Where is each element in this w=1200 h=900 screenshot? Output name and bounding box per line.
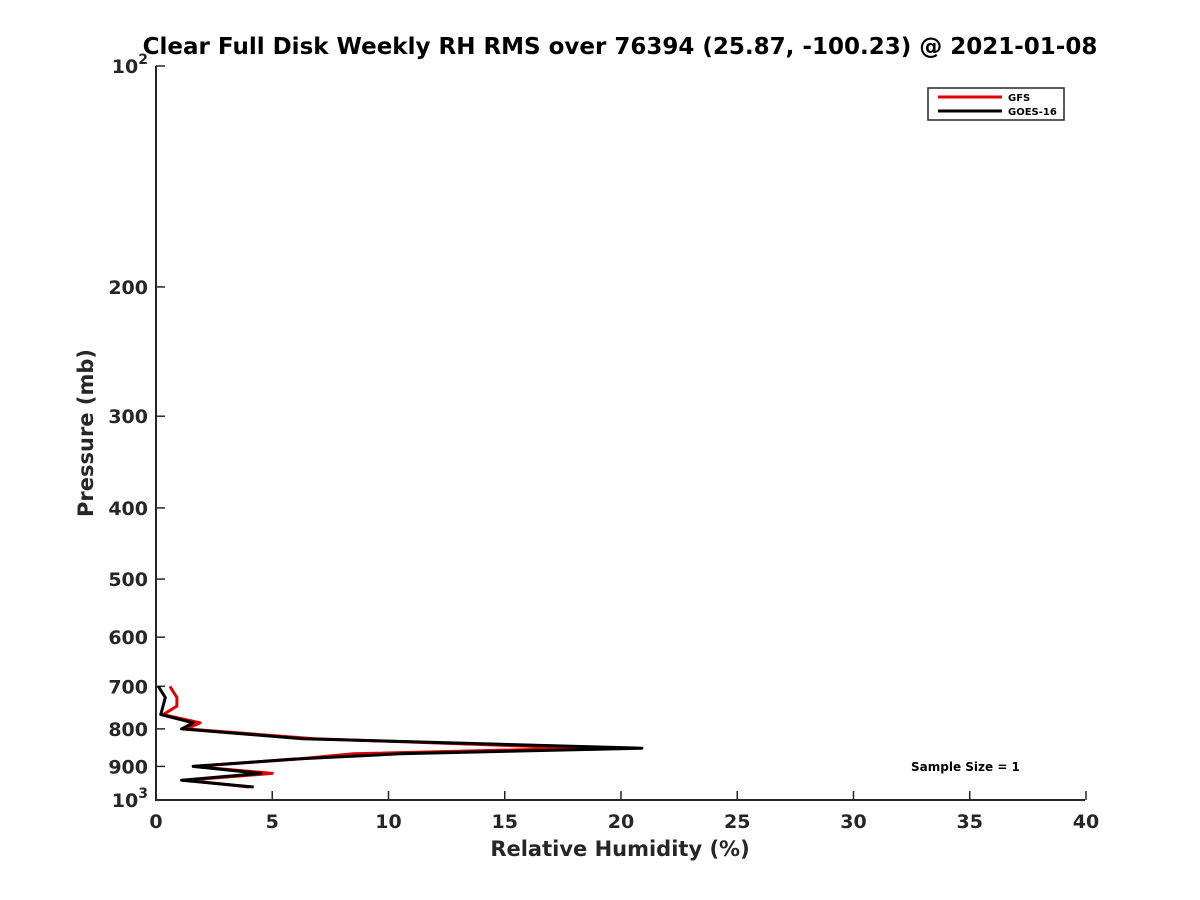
x-tick-label: 10 bbox=[375, 811, 401, 833]
y-tick-label: 300 bbox=[108, 406, 148, 428]
y-tick-label: 900 bbox=[108, 756, 148, 778]
legend-items: GFS GOES-16 bbox=[938, 93, 1057, 118]
y-tick-label-exponent: 2 bbox=[138, 52, 148, 68]
x-tick-label: 35 bbox=[957, 811, 983, 833]
x-tick-label: 30 bbox=[840, 811, 866, 833]
x-ticks: 0 5 10 15 20 25 30 35 40 bbox=[149, 791, 1099, 833]
y-axis-label: Pressure (mb) bbox=[74, 349, 98, 517]
y-tick-label-exponent: 3 bbox=[138, 786, 148, 802]
legend-label: GFS bbox=[1008, 93, 1030, 104]
y-tick-label: 103 bbox=[112, 786, 148, 812]
y-tick-label: 600 bbox=[108, 627, 148, 649]
plot-area bbox=[155, 66, 1085, 801]
y-tick-label: 800 bbox=[108, 719, 148, 741]
y-tick-label-base: 600 bbox=[108, 627, 148, 649]
series-line-goes-16 bbox=[157, 685, 644, 789]
x-tick-label: 25 bbox=[724, 811, 750, 833]
y-tick-label-base: 200 bbox=[108, 277, 148, 299]
y-tick-label: 200 bbox=[108, 277, 148, 299]
x-tick-label: 0 bbox=[149, 811, 162, 833]
chart-title: Clear Full Disk Weekly RH RMS over 76394… bbox=[143, 34, 1098, 60]
y-tick-label-base: 900 bbox=[108, 756, 148, 778]
y-tick-label-base: 800 bbox=[108, 719, 148, 741]
series-line-gfs bbox=[161, 685, 588, 789]
y-tick-label: 700 bbox=[108, 676, 148, 698]
series-layer bbox=[157, 685, 644, 789]
x-tick-label: 20 bbox=[608, 811, 634, 833]
legend-box bbox=[927, 87, 1065, 121]
y-tick-label-base: 10 bbox=[112, 56, 138, 78]
legend: GFS GOES-16 bbox=[927, 87, 1065, 121]
y-tick-label-base: 700 bbox=[108, 676, 148, 698]
y-tick-label-base: 10 bbox=[112, 790, 138, 812]
y-tick-label: 500 bbox=[108, 569, 148, 591]
y-tick-label-base: 400 bbox=[108, 498, 148, 520]
sample-size-annotation: Sample Size = 1 bbox=[911, 760, 1020, 774]
x-axis-label: Relative Humidity (%) bbox=[490, 837, 749, 861]
x-tick-label: 15 bbox=[492, 811, 518, 833]
y-tick-label-base: 500 bbox=[108, 569, 148, 591]
legend-label: GOES-16 bbox=[1008, 107, 1057, 118]
y-tick-label: 102 bbox=[112, 52, 148, 78]
y-tick-label-base: 300 bbox=[108, 406, 148, 428]
y-tick-label: 400 bbox=[108, 498, 148, 520]
x-tick-label: 40 bbox=[1073, 811, 1099, 833]
x-tick-label: 5 bbox=[266, 811, 279, 833]
